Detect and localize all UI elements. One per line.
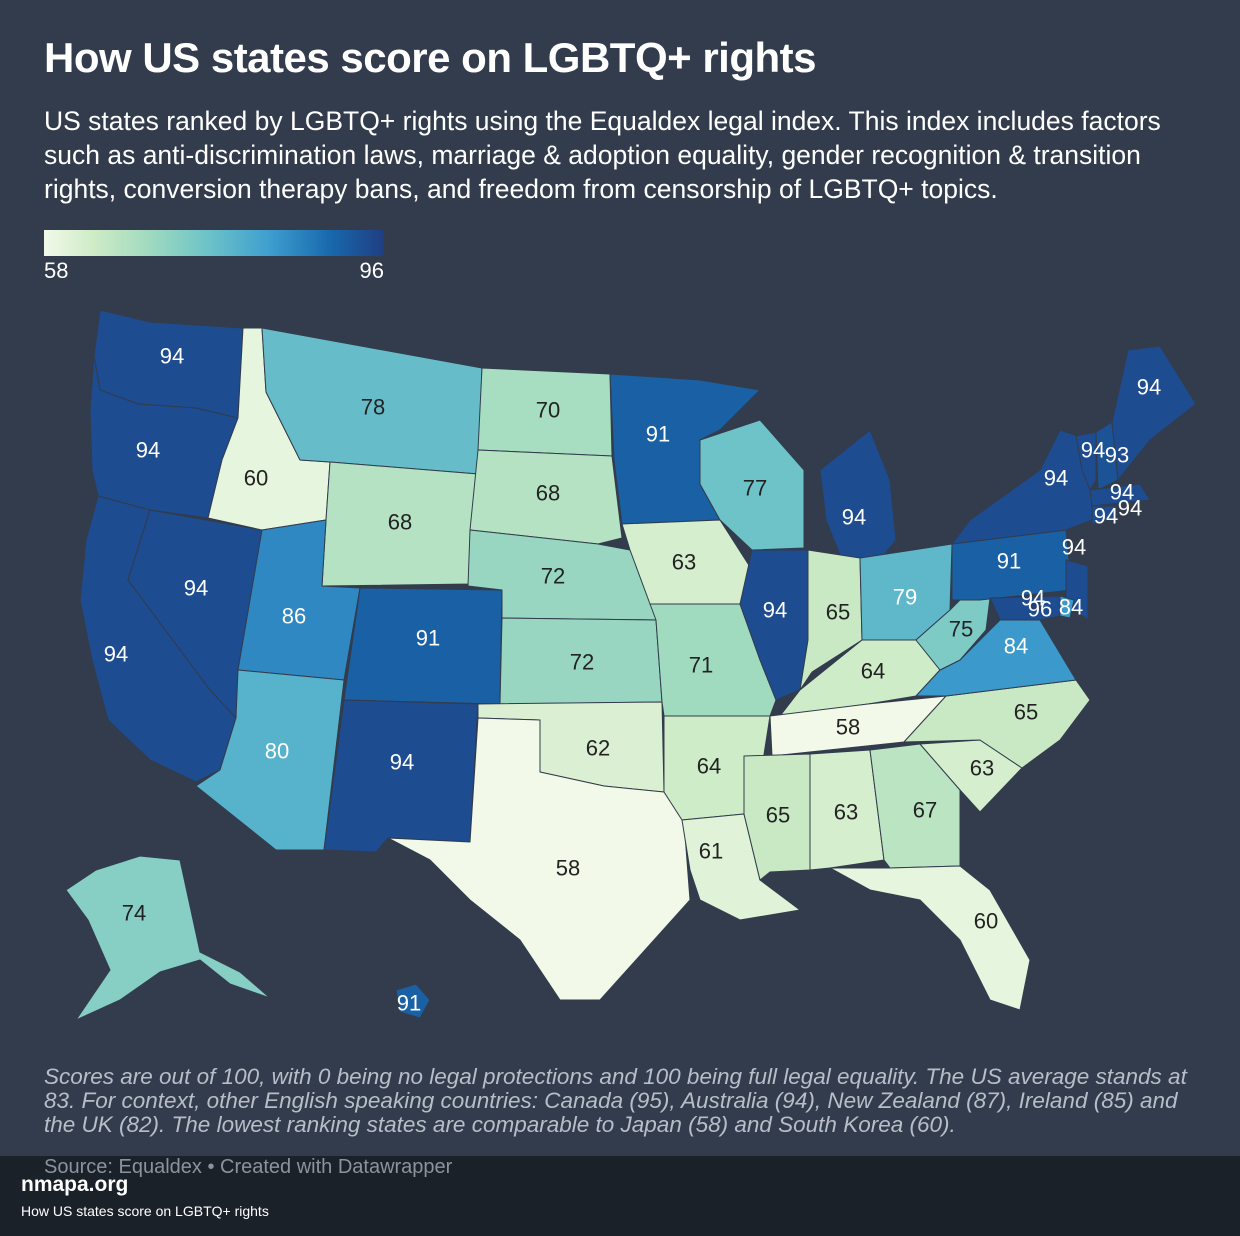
state-wv — [915, 597, 991, 671]
state-score-fl: 60 — [974, 909, 998, 934]
state-score-ri: 94 — [1094, 504, 1118, 529]
legend-min-label: 58 — [44, 258, 69, 283]
state-score-nv: 94 — [184, 576, 208, 601]
state-score-wy: 68 — [388, 510, 412, 535]
state-score-ca: 94 — [104, 642, 128, 667]
map-title: How US states score on LGBTQ+ rights — [44, 34, 816, 81]
state-al — [809, 749, 885, 871]
state-score-ny: 94 — [1044, 466, 1068, 491]
state-score-sd: 68 — [536, 481, 560, 506]
state-vt — [1075, 431, 1097, 491]
state-score-ut: 86 — [282, 604, 306, 629]
state-score-tx: 58 — [556, 856, 580, 881]
state-score-ms: 65 — [766, 803, 790, 828]
state-score-ar: 64 — [697, 754, 721, 779]
state-ak — [65, 855, 271, 1021]
state-score-il: 94 — [763, 598, 787, 623]
state-score-sc: 63 — [970, 756, 994, 781]
state-score-wi: 77 — [743, 476, 767, 501]
state-score-md: 94 — [1021, 586, 1045, 611]
state-mi — [819, 429, 897, 561]
state-score-ne: 72 — [541, 564, 565, 589]
state-score-pa: 91 — [997, 549, 1021, 574]
state-score-nh: 93 — [1105, 443, 1129, 468]
footnote: Scores are out of 100, with 0 being no l… — [44, 1064, 1187, 1137]
state-score-ak: 74 — [122, 901, 146, 926]
state-score-oh: 79 — [893, 585, 917, 610]
state-score-de: 84 — [1059, 595, 1083, 620]
state-score-la: 61 — [699, 839, 723, 864]
state-score-or: 94 — [136, 438, 160, 463]
state-score-ky: 64 — [861, 659, 885, 684]
us-states-map: 9494949460786886809194706872726258916371… — [65, 309, 1197, 1021]
state-me — [1111, 345, 1197, 481]
state-score-wv: 75 — [949, 617, 973, 642]
state-score-me: 94 — [1137, 375, 1161, 400]
map-subtitle: US states ranked by LGBTQ+ rights using … — [44, 106, 1161, 204]
state-md — [989, 595, 1061, 621]
state-score-nm: 94 — [390, 750, 414, 775]
state-score-mt: 78 — [361, 395, 385, 420]
state-score-ia: 63 — [672, 550, 696, 575]
state-score-hi: 91 — [397, 991, 421, 1016]
state-score-co: 91 — [416, 626, 440, 651]
state-tx — [387, 717, 691, 1001]
state-ny — [951, 429, 1093, 545]
state-score-nd: 70 — [536, 398, 560, 423]
state-nm — [323, 699, 479, 853]
state-wy — [321, 461, 479, 587]
state-score-al: 63 — [834, 800, 858, 825]
state-score-ga: 67 — [913, 798, 937, 823]
state-ct — [1091, 505, 1105, 525]
state-score-ma: 94 — [1110, 480, 1134, 505]
source-credit: Source: Equaldex • Created with Datawrap… — [44, 1156, 453, 1178]
state-dc — [1031, 601, 1041, 611]
state-score-va: 84 — [1004, 634, 1028, 659]
state-score-vt: 94 — [1081, 438, 1105, 463]
state-sd — [469, 449, 623, 545]
state-score-mi: 94 — [842, 505, 866, 530]
state-score-mo: 71 — [689, 653, 713, 678]
legend-gradient-bar — [44, 230, 384, 256]
legend-max-label: 96 — [359, 258, 384, 283]
color-legend: 58 96 — [44, 230, 384, 283]
footer-brand: nmapa.org — [21, 1173, 129, 1196]
state-score-wa: 94 — [160, 344, 184, 369]
state-fl — [829, 865, 1031, 1011]
state-ma — [1089, 483, 1151, 507]
state-score-ks: 72 — [570, 650, 594, 675]
state-score-id: 60 — [244, 466, 268, 491]
state-score-in: 65 — [826, 600, 850, 625]
footer-caption: How US states score on LGBTQ+ rights — [21, 1203, 269, 1219]
state-score-ok: 62 — [586, 736, 610, 761]
state-hi — [395, 983, 431, 1019]
state-score-tn: 58 — [836, 715, 860, 740]
state-score-az: 80 — [265, 739, 289, 764]
state-score-dc: 96 — [1028, 597, 1052, 622]
state-score-mn: 91 — [646, 422, 670, 447]
state-score-nc: 65 — [1014, 700, 1038, 725]
footer-bar — [0, 1156, 1240, 1236]
state-wi — [699, 419, 805, 551]
state-az — [195, 669, 345, 851]
state-score-ct: 94 — [1118, 496, 1142, 521]
state-score-nj: 94 — [1062, 535, 1086, 560]
